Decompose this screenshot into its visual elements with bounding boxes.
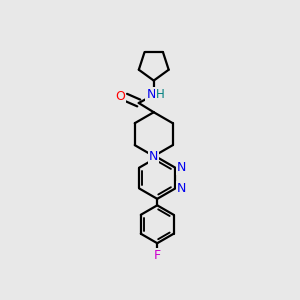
- Text: N: N: [149, 150, 158, 163]
- Text: N: N: [177, 182, 186, 195]
- Text: F: F: [154, 249, 161, 262]
- Text: N: N: [146, 88, 156, 101]
- Text: H: H: [156, 88, 165, 101]
- Text: N: N: [177, 161, 186, 174]
- Text: O: O: [115, 90, 125, 103]
